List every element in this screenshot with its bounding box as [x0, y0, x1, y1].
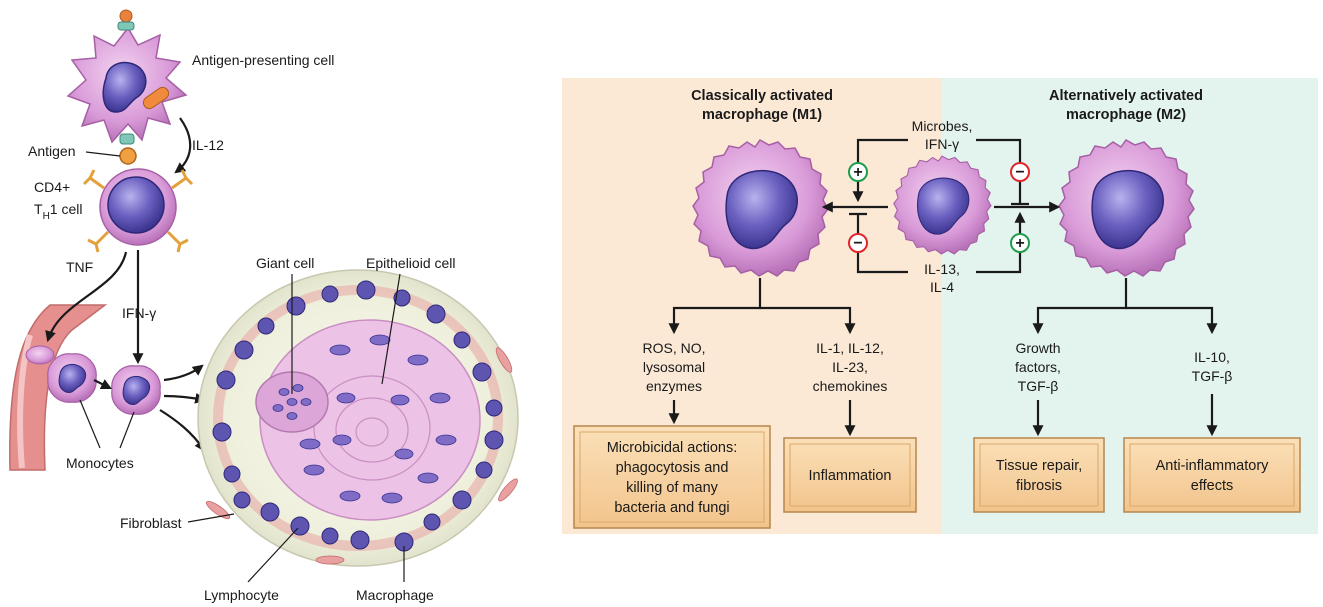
granuloma-arrow-1	[163, 364, 204, 382]
m2-title-line2: macrophage (M2)	[1066, 107, 1186, 123]
right-panel: Classically activated macrophage (M1) Al…	[562, 78, 1318, 534]
m1-title-line2: macrophage (M1)	[702, 107, 822, 123]
fibroblast-pointer	[187, 513, 235, 523]
m1-outcome-1-line2: phagocytosis and	[616, 460, 729, 476]
cd4-label: CD4+	[34, 179, 70, 195]
plus-symbol-m1: +	[853, 164, 862, 181]
m1-outcome-2-line1: Inflammation	[808, 468, 891, 484]
antigen-pointer	[85, 151, 121, 157]
m1-outcome-box-microbicidal: Microbicidal actions: phagocytosis and k…	[573, 425, 771, 529]
macrophage-label: Macrophage	[356, 587, 434, 603]
m2-macrophage-cell	[1058, 139, 1195, 277]
microbes-label-line1: Microbes,	[912, 118, 973, 134]
microbes-label-line2: IFN-γ	[925, 136, 959, 152]
m1-product-1-line3: enzymes	[646, 378, 702, 394]
m1-product-2-line2: IL-23,	[832, 359, 868, 375]
apc-label: Antigen-presenting cell	[192, 52, 334, 68]
monocyte-migration-arrow	[93, 379, 112, 389]
m2-product-1-line3: TGF-β	[1018, 378, 1059, 394]
resting-macrophage-cell	[893, 155, 992, 255]
th1-cell	[82, 168, 194, 253]
m1-branch-left	[668, 278, 762, 335]
m1-outcome-box-inflammation: Inflammation	[783, 437, 917, 513]
ifn-label: IFN-γ	[122, 305, 156, 321]
fibroblast-label: Fibroblast	[120, 515, 182, 531]
antigen-presenting-cell	[66, 9, 188, 145]
epithelioid-label: Epithelioid cell	[366, 255, 456, 271]
granuloma	[197, 269, 519, 567]
m2-outcome-1-line1: Tissue repair,	[996, 458, 1083, 474]
m2-product-2-line2: TGF-β	[1192, 368, 1233, 384]
monocyte-pointer-2	[119, 411, 135, 449]
tnf-label: TNF	[66, 259, 93, 275]
m2-branch-right	[1126, 306, 1218, 335]
tnf-arrow	[45, 251, 128, 343]
m1-title-line1: Classically activated	[691, 88, 833, 104]
il13-label-line2: IL-4	[930, 279, 954, 295]
m1-product-1-line2: lysosomal	[643, 359, 705, 375]
th1-label: TH1 cell	[34, 201, 82, 222]
m1-macrophage-cell	[692, 139, 829, 277]
m1-outcome-1-line4: bacteria and fungi	[614, 500, 729, 516]
monocytes-label: Monocytes	[66, 455, 134, 471]
monocyte-pointer-1	[79, 399, 101, 449]
m2-outcome-box-tissue-repair: Tissue repair, fibrosis	[973, 437, 1105, 513]
minus-symbol-m2: −	[1015, 164, 1024, 181]
lymphocyte-label: Lymphocyte	[204, 587, 279, 603]
m2-product-2-line1: IL-10,	[1194, 349, 1230, 365]
giant-cell-label: Giant cell	[256, 255, 314, 271]
il12-label: IL-12	[192, 137, 224, 153]
m2-outcome-2-line2: effects	[1191, 478, 1233, 494]
m2-outcome-box-anti-inflammatory: Anti-inflammatory effects	[1123, 437, 1301, 513]
m1-branch-right	[760, 306, 856, 335]
plus-sign-m1	[848, 162, 868, 182]
blood-vessel	[9, 304, 108, 471]
m2-outcome-2-line1: Anti-inflammatory	[1156, 458, 1270, 474]
lymphocyte-pointer	[247, 527, 299, 583]
m1-product-1-line1: ROS, NO,	[642, 340, 705, 356]
minus-sign-m1	[848, 233, 868, 253]
m2-outcome-1-line2: fibrosis	[1016, 478, 1062, 494]
il12-arrow	[174, 117, 192, 174]
monocyte-2	[111, 365, 161, 415]
il13-label-line1: IL-13,	[924, 261, 960, 277]
microbes-to-m2-inhibit	[976, 138, 1022, 204]
m2-product-1-line1: Growth	[1015, 340, 1060, 356]
m1-product-2-line1: IL-1, IL-12,	[816, 340, 884, 356]
antigen-label: Antigen	[28, 143, 75, 159]
minus-symbol-m1: −	[853, 235, 862, 252]
antigen-marker	[119, 147, 137, 165]
minus-sign-m2	[1010, 162, 1030, 182]
m1-outcome-1-line1: Microbicidal actions:	[607, 440, 738, 456]
m2-title-line1: Alternatively activated	[1049, 88, 1203, 104]
monocyte-1	[47, 353, 97, 403]
m1-product-2-line3: chemokines	[813, 378, 888, 394]
granuloma-arrow-2	[163, 392, 207, 404]
m2-branch-left	[1032, 278, 1128, 335]
plus-symbol-m2: +	[1015, 235, 1024, 252]
epithelioid-pointer	[381, 273, 401, 385]
plus-sign-m2	[1010, 233, 1030, 253]
m1-outcome-1-line3: killing of many	[626, 480, 719, 496]
left-panel: Antigen-presenting cell IL-12 Antigen CD…	[9, 9, 519, 603]
m2-product-1-line2: factors,	[1015, 359, 1061, 375]
